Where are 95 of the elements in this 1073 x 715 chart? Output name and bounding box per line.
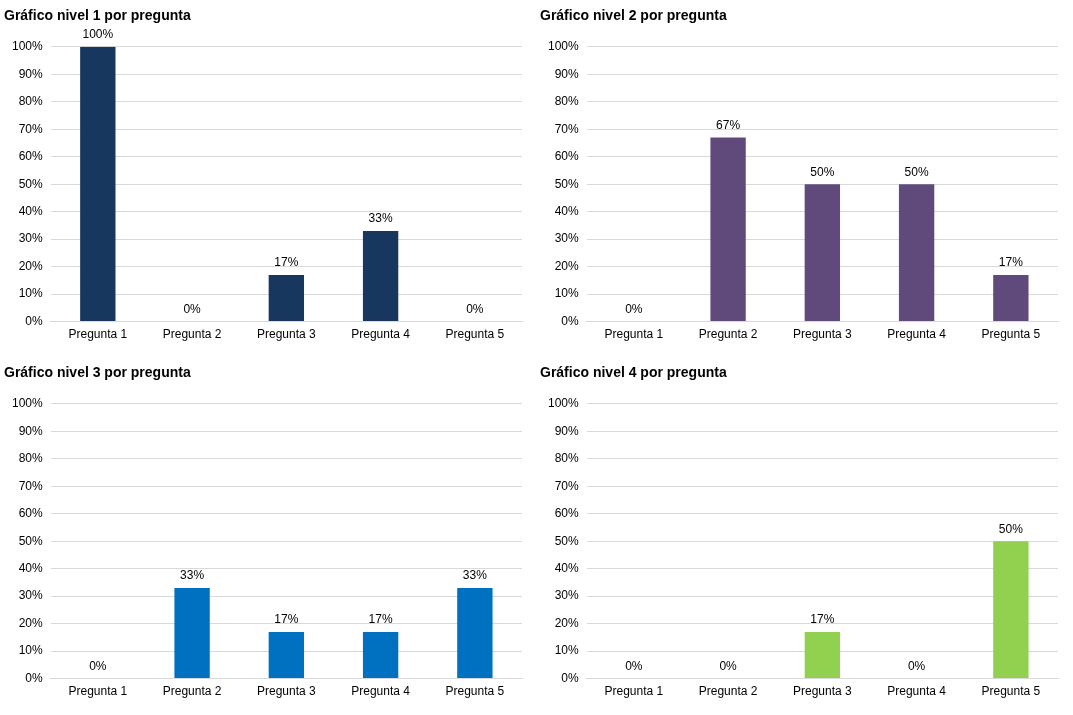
x-tick-label: Pregunta 5 [445,684,505,699]
y-tick-label: 90% [554,66,580,81]
y-tick-label: 80% [18,94,44,109]
bar [898,184,935,322]
y-tick-label: 100% [547,396,580,411]
data-label: 17% [274,255,299,270]
x-tick-label: Pregunta 2 [698,684,758,699]
y-tick-label: 30% [18,231,44,246]
y-tick-label: 10% [18,286,44,301]
y-tick-label: 90% [554,423,580,438]
chart-title: Gráfico nivel 4 por pregunta [540,364,727,381]
x-tick-label: Pregunta 5 [981,327,1041,342]
x-tick-label: Pregunta 3 [792,684,853,699]
y-tick-label: 50% [554,533,580,548]
y-tick-label: 20% [18,258,44,273]
y-tick-label: 0% [25,670,44,685]
y-tick-label: 40% [18,560,44,575]
bar [710,137,746,322]
data-label: 67% [716,117,741,132]
data-label: 17% [368,612,393,627]
data-label: 50% [904,164,929,179]
y-tick-label: 90% [18,423,44,438]
x-tick-label: Pregunta 1 [68,327,128,342]
x-tick-label: Pregunta 4 [887,684,947,699]
chart-title: Gráfico nivel 3 por pregunta [4,364,191,381]
chart-title: Gráfico nivel 1 por pregunta [4,7,191,24]
x-tick-label: Pregunta 1 [604,327,664,342]
y-tick-label: 20% [18,615,44,630]
x-tick-label: Pregunta 3 [256,684,317,699]
y-tick-label: 10% [554,286,580,301]
x-tick-label: Pregunta 4 [351,684,411,699]
y-tick-label: 30% [18,588,44,603]
y-tick-label: 30% [554,231,580,246]
y-tick-label: 90% [18,66,44,81]
y-tick-label: 40% [554,203,580,218]
y-tick-label: 10% [18,643,44,658]
data-label: 0% [183,301,202,316]
y-tick-label: 50% [18,533,44,548]
y-tick-label: 70% [18,121,44,136]
data-label: 0% [719,658,738,673]
data-label: 0% [89,658,107,673]
y-tick-label: 70% [18,478,44,493]
data-label: 50% [998,521,1024,536]
y-tick-label: 100% [11,39,44,54]
y-tick-label: 0% [561,313,580,328]
x-tick-label: Pregunta 3 [256,327,317,342]
y-tick-label: 80% [554,94,580,109]
y-tick-label: 60% [18,506,44,521]
bar [362,230,399,322]
data-label: 100% [82,27,114,42]
y-tick-label: 20% [554,615,580,630]
data-label: 17% [810,612,835,627]
x-tick-label: Pregunta 4 [887,327,947,342]
y-tick-label: 60% [554,149,580,164]
y-tick-label: 20% [554,258,580,273]
x-tick-label: Pregunta 2 [162,684,222,699]
data-label: 0% [907,658,926,673]
data-label: 0% [625,658,643,673]
x-tick-label: Pregunta 5 [445,327,505,342]
data-label: 0% [466,301,484,316]
y-tick-label: 0% [25,313,44,328]
x-tick-label: Pregunta 1 [68,684,128,699]
x-tick-label: Pregunta 5 [981,684,1041,699]
y-tick-label: 80% [554,451,580,466]
x-tick-label: Pregunta 2 [698,327,758,342]
y-tick-label: 100% [11,396,44,411]
data-label: 17% [274,612,299,627]
data-label: 50% [810,164,835,179]
y-tick-label: 50% [554,176,580,191]
y-tick-label: 50% [18,176,44,191]
y-tick-label: 70% [554,121,580,136]
bar [804,184,841,322]
x-tick-label: Pregunta 2 [162,327,222,342]
y-tick-label: 30% [554,588,580,603]
y-tick-label: 70% [554,478,580,493]
y-tick-label: 40% [554,560,580,575]
y-tick-label: 10% [554,643,580,658]
data-label: 0% [625,301,643,316]
chart-title: Gráfico nivel 2 por pregunta [540,7,727,24]
y-tick-label: 100% [547,39,580,54]
data-label: 33% [368,211,393,226]
y-tick-label: 40% [18,203,44,218]
y-tick-label: 80% [18,451,44,466]
data-label: 33% [462,568,488,583]
bar [268,274,305,322]
x-tick-label: Pregunta 3 [792,327,853,342]
y-tick-label: 0% [561,670,580,685]
y-tick-label: 60% [554,506,580,521]
x-tick-label: Pregunta 1 [604,684,664,699]
x-tick-label: Pregunta 4 [351,327,411,342]
bar [993,274,1029,322]
data-label: 33% [180,568,205,583]
y-tick-label: 60% [18,149,44,164]
data-label: 17% [998,255,1024,270]
bar [80,46,116,322]
